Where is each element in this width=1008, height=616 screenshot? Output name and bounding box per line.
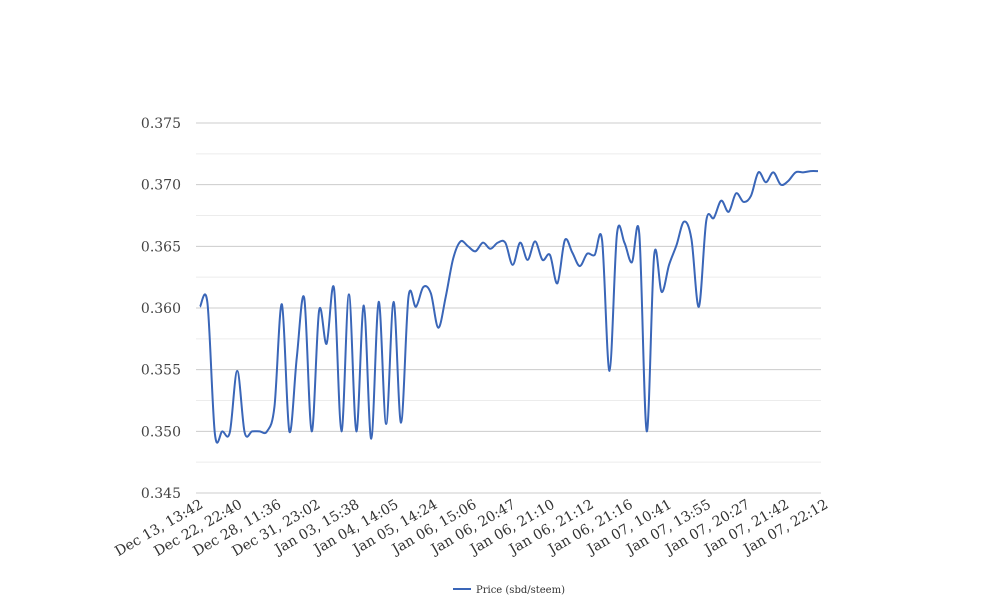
minor-gridlines (196, 153, 821, 463)
y-tick-label: 0.350 (141, 424, 181, 440)
series-layer (199, 170, 819, 444)
legend: Price (sbd/steem) (453, 585, 565, 596)
major-gridlines (196, 122, 821, 494)
y-tick-label: 0.345 (141, 486, 181, 502)
y-tick-label: 0.355 (141, 363, 181, 379)
y-axis-tick-labels: 0.345 0.350 0.355 0.360 0.365 0.370 0.375 (141, 116, 181, 502)
y-tick-label: 0.375 (141, 116, 181, 132)
y-tick-label: 0.365 (141, 239, 181, 255)
y-tick-label: 0.370 (141, 178, 181, 194)
y-tick-label: 0.360 (141, 301, 181, 317)
legend-label: Price (sbd/steem) (476, 585, 565, 596)
series-line-price (199, 170, 819, 444)
